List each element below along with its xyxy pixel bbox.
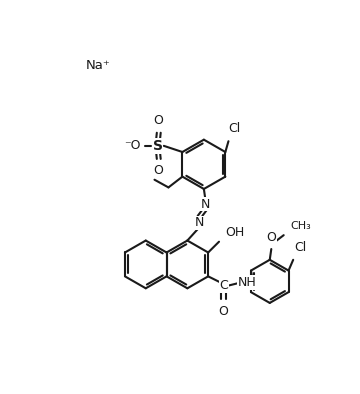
Text: O: O <box>153 114 163 127</box>
Text: N: N <box>201 198 210 211</box>
Text: Cl: Cl <box>229 122 241 135</box>
Text: Na⁺: Na⁺ <box>85 59 110 72</box>
Text: S: S <box>153 139 163 153</box>
Text: CH₃: CH₃ <box>291 221 311 230</box>
Text: NH: NH <box>238 276 256 289</box>
Text: ⁻O: ⁻O <box>124 139 140 152</box>
Text: Cl: Cl <box>295 241 307 254</box>
Text: OH: OH <box>225 226 244 239</box>
Text: O: O <box>219 305 229 318</box>
Text: O: O <box>266 230 276 243</box>
Text: O: O <box>153 164 163 177</box>
Text: C: C <box>219 279 228 292</box>
Text: N: N <box>194 216 204 229</box>
